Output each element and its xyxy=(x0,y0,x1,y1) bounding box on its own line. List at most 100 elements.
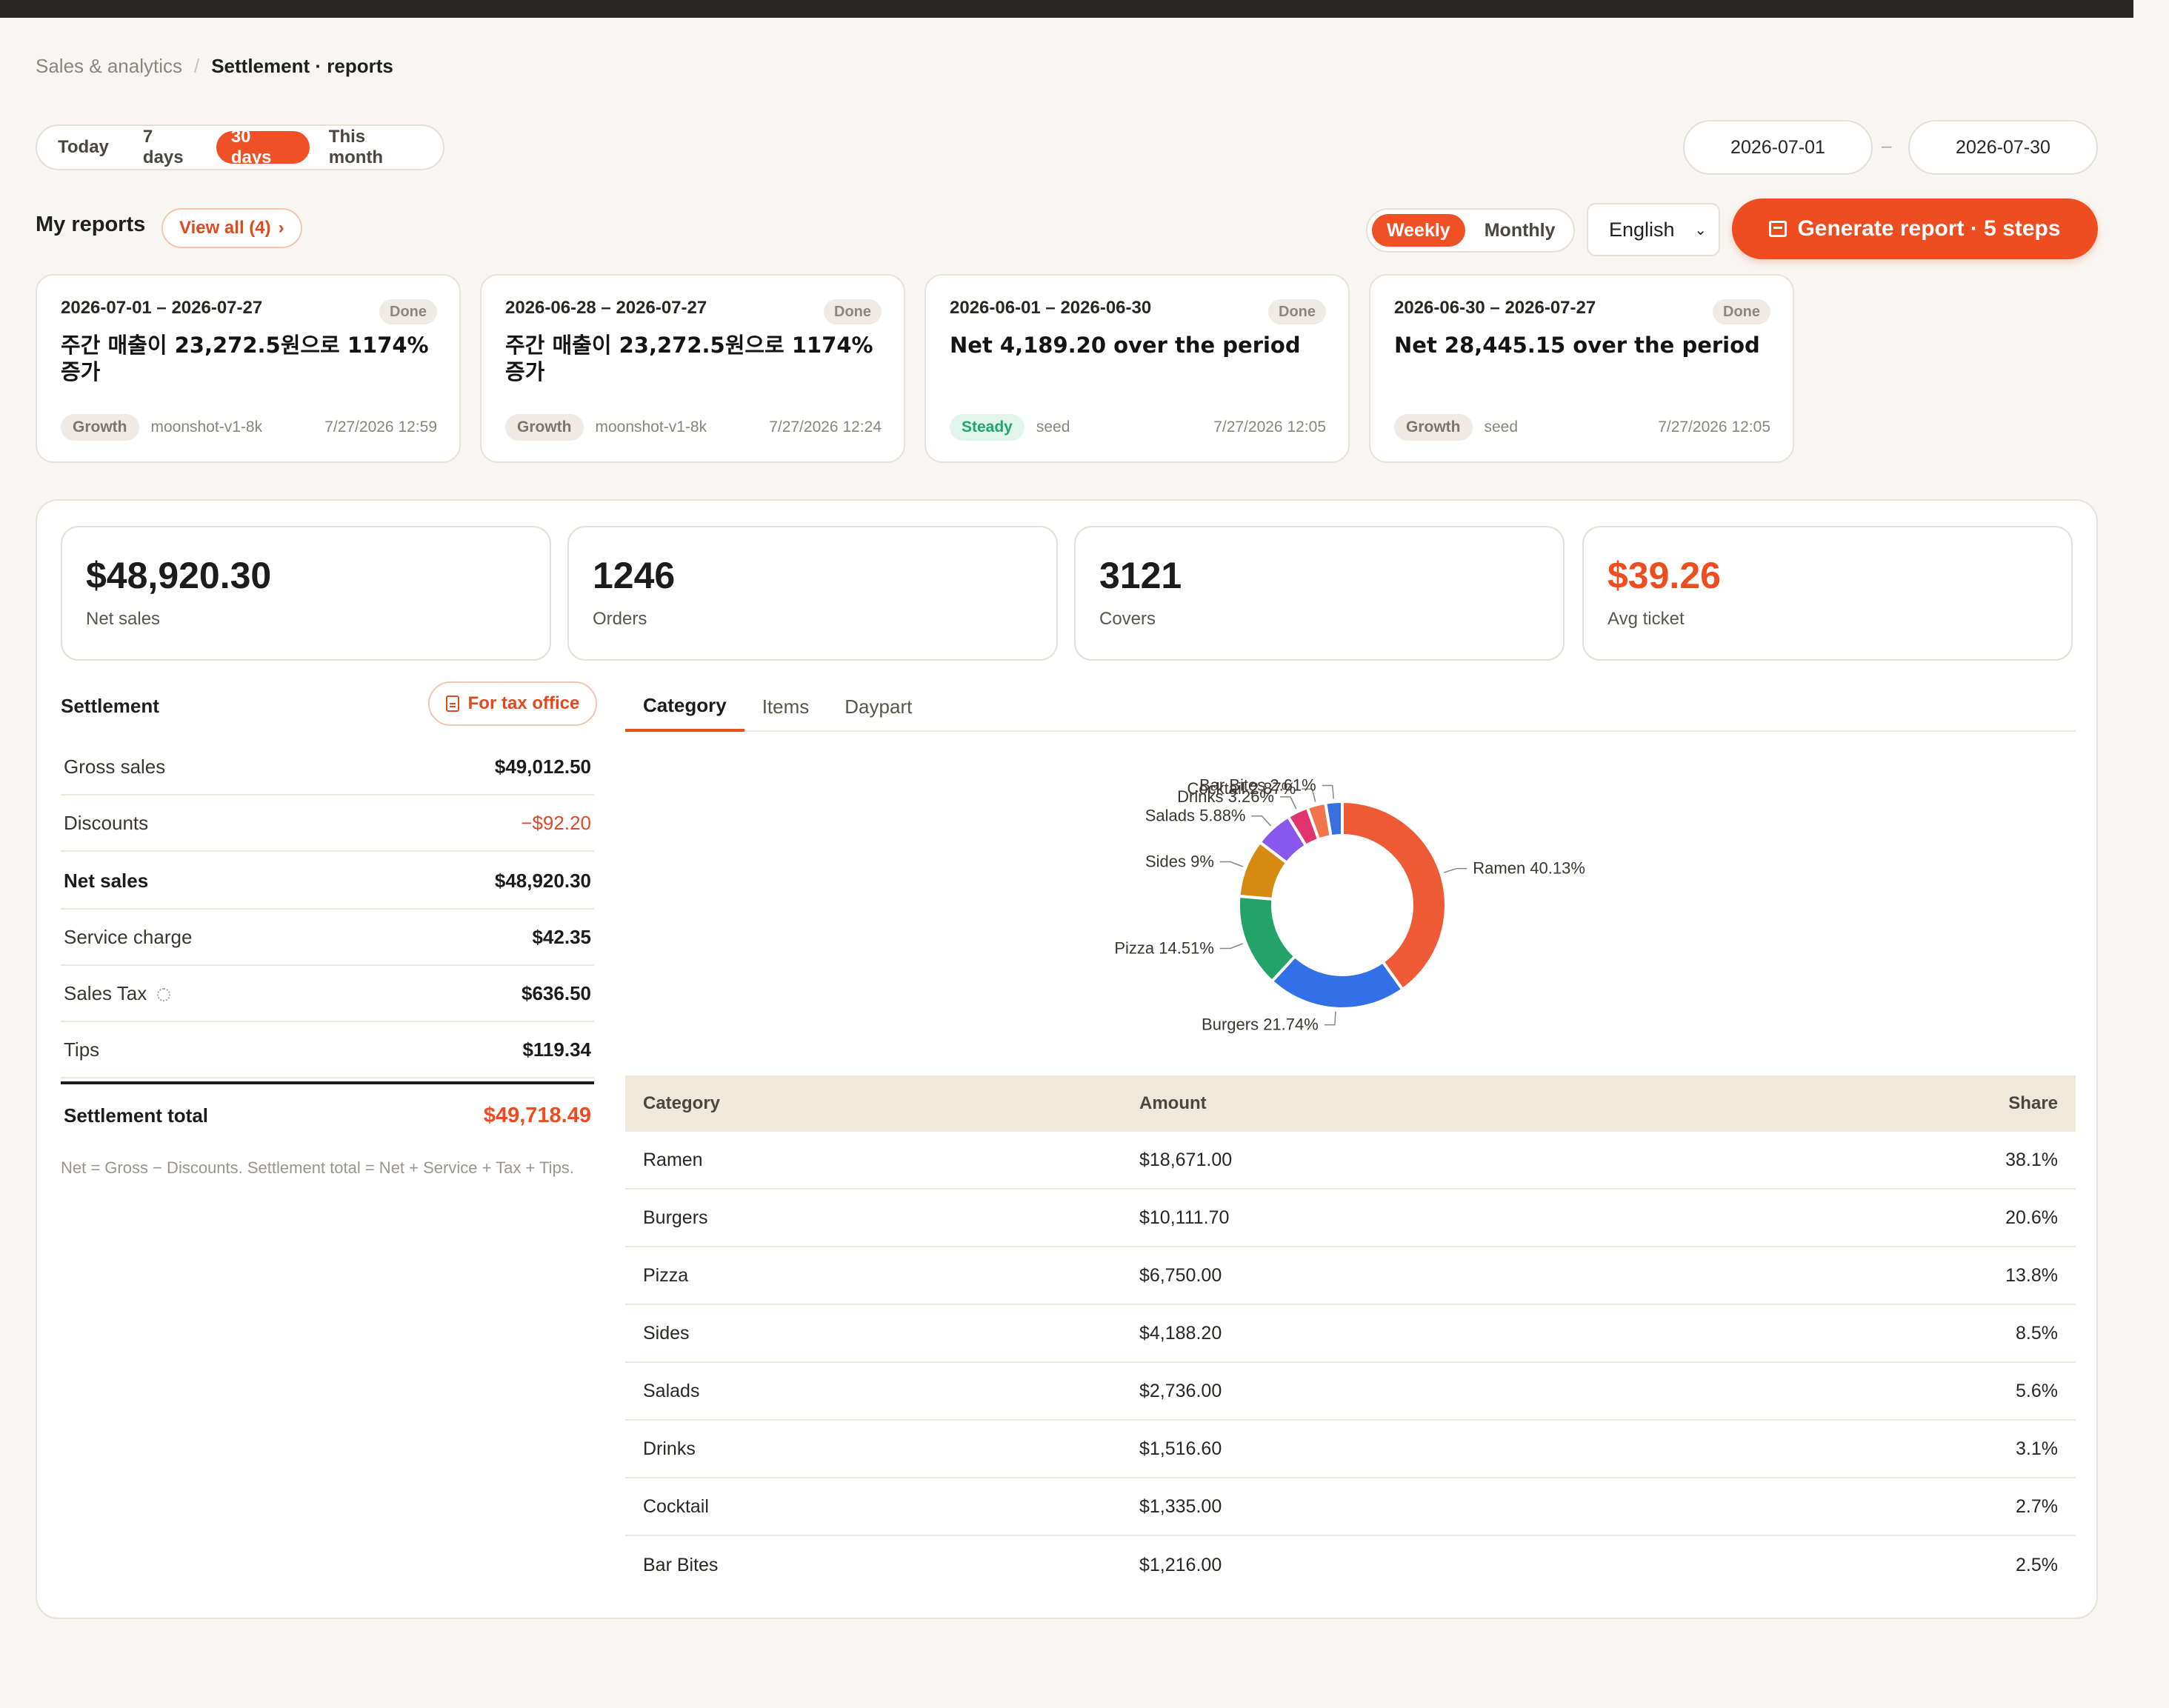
cell-amount: $18,671.00 xyxy=(1139,1149,1233,1170)
report-tag: Steady xyxy=(950,414,1024,441)
settlement-row-discounts: Discounts −$92.20 xyxy=(61,795,594,852)
report-footer: Steady seed 7/27/2026 12:05 xyxy=(950,414,1326,441)
leader-line-cocktail xyxy=(1302,788,1316,802)
report-footer: Growth seed 7/27/2026 12:05 xyxy=(1394,414,1770,441)
table-row: Ramen $18,671.00 38.1% xyxy=(625,1132,2076,1190)
range-30-days[interactable]: 30 days xyxy=(216,127,310,167)
table-row: Bar Bites $1,216.00 2.5% xyxy=(625,1536,2076,1594)
report-tag: Growth xyxy=(61,414,139,441)
kpi-label: Orders xyxy=(593,609,647,629)
kpi-net-sales: $48,920.30 Net sales xyxy=(61,526,551,661)
cell-amount: $10,111.70 xyxy=(1139,1207,1230,1228)
report-card[interactable]: 2026-06-01 – 2026-06-30 Done Net 4,189.2… xyxy=(924,274,1350,463)
slice-label-cocktail: Cocktail 2.87% xyxy=(1187,779,1296,798)
row-value: −$92.20 xyxy=(521,811,591,834)
kpi-value: 3121 xyxy=(1099,555,1182,596)
report-model: seed xyxy=(1036,418,1070,436)
cell-category: Cocktail xyxy=(643,1495,709,1517)
analytics-panel: $48,920.30 Net sales 1246 Orders 3121 Co… xyxy=(36,499,2098,1619)
toggle-weekly[interactable]: Weekly xyxy=(1372,214,1465,247)
kpi-value: $48,920.30 xyxy=(86,555,272,596)
cell-share: 8.5% xyxy=(2016,1322,2058,1344)
donut-slice-ramen[interactable] xyxy=(1341,799,1447,992)
row-label: Discounts xyxy=(64,811,149,834)
report-card[interactable]: 2026-06-30 – 2026-07-27 Done Net 28,445.… xyxy=(1369,274,1794,463)
report-range: 2026-06-28 – 2026-07-27 xyxy=(505,298,707,318)
report-model: seed xyxy=(1484,418,1519,436)
header-amount[interactable]: Amount xyxy=(1139,1093,1207,1113)
cell-share: 38.1% xyxy=(2005,1149,2058,1170)
cell-share: 13.8% xyxy=(2005,1264,2058,1286)
kpi-avg-ticket: $39.26 Avg ticket xyxy=(1582,526,2073,661)
tax-office-button[interactable]: For tax office xyxy=(428,681,597,726)
cell-share: 5.6% xyxy=(2016,1380,2058,1401)
cell-share: 2.7% xyxy=(2016,1495,2058,1517)
language-select[interactable]: English ⌄ xyxy=(1587,203,1720,256)
cell-amount: $1,335.00 xyxy=(1139,1495,1222,1517)
leader-line-drinks xyxy=(1280,796,1297,810)
date-from-input[interactable]: 2026-07-01 xyxy=(1683,120,1873,175)
row-label: Service charge xyxy=(64,925,193,948)
row-value: $636.50 xyxy=(522,981,591,1004)
chevron-right-icon: › xyxy=(278,218,284,238)
tax-office-label: For tax office xyxy=(467,693,580,713)
header-category[interactable]: Category xyxy=(643,1093,721,1113)
row-value: $49,012.50 xyxy=(494,755,591,778)
tab-category[interactable]: Category xyxy=(625,681,744,732)
cell-category: Sides xyxy=(643,1322,690,1344)
status-badge: Done xyxy=(824,299,882,324)
donut-slice-bar-bites[interactable] xyxy=(1323,799,1344,838)
leader-line-sides xyxy=(1219,861,1243,867)
toggle-monthly[interactable]: Monthly xyxy=(1484,219,1556,241)
breakdown-tabs: Category Items Daypart xyxy=(625,681,2076,732)
kpi-covers: 3121 Covers xyxy=(1074,526,1565,661)
cell-share: 20.6% xyxy=(2005,1207,2058,1228)
leader-line-burgers xyxy=(1324,1011,1336,1026)
report-model: moonshot-v1-8k xyxy=(595,418,707,436)
report-card[interactable]: 2026-07-01 – 2026-07-27 Done 주간 매출이 23,2… xyxy=(36,274,461,463)
donut-slice-burgers[interactable] xyxy=(1270,954,1405,1010)
status-badge: Done xyxy=(1713,299,1770,324)
report-range: 2026-06-30 – 2026-07-27 xyxy=(1394,298,1596,318)
table-row: Drinks $1,516.60 3.1% xyxy=(625,1421,2076,1478)
cell-category: Ramen xyxy=(643,1149,703,1170)
leader-line-ramen xyxy=(1443,867,1467,873)
header-share[interactable]: Share xyxy=(2008,1093,2058,1113)
report-card[interactable]: 2026-06-28 – 2026-07-27 Done 주간 매출이 23,2… xyxy=(480,274,905,463)
row-label: Tips xyxy=(64,1038,100,1061)
leader-line-salads xyxy=(1251,815,1272,827)
settlement-row-net: Net sales $48,920.30 xyxy=(61,853,594,910)
category-donut-chart: Ramen 40.13% Burgers 21.74% Pizza 14.51% Si… xyxy=(625,745,2076,1064)
generate-report-label: Generate report · 5 steps xyxy=(1797,216,2061,241)
tab-items[interactable]: Items xyxy=(762,695,810,718)
generate-report-button[interactable]: Generate report · 5 steps xyxy=(1732,199,2098,259)
leader-line-pizza xyxy=(1219,943,1243,950)
range-7-days[interactable]: 7 days xyxy=(142,127,184,167)
cell-amount: $6,750.00 xyxy=(1139,1264,1222,1286)
gear-icon[interactable] xyxy=(157,987,171,1001)
kpi-value: 1246 xyxy=(593,555,676,596)
date-to-input[interactable]: 2026-07-30 xyxy=(1908,120,2098,175)
range-selector: Today 7 days 30 days This month xyxy=(36,124,444,170)
cell-amount: $4,188.20 xyxy=(1139,1322,1222,1344)
row-label: Gross sales xyxy=(64,755,166,778)
breadcrumb-separator: / xyxy=(193,55,200,77)
document-icon xyxy=(445,695,459,712)
breadcrumb-parent[interactable]: Sales & analytics xyxy=(36,55,182,77)
range-today[interactable]: Today xyxy=(58,137,109,157)
row-label: Net sales xyxy=(64,869,149,892)
slice-label-pizza: Pizza 14.51% xyxy=(1114,938,1214,957)
slice-label-salads: Salads 5.88% xyxy=(1145,807,1246,825)
period-toggle: Weekly Monthly xyxy=(1366,208,1575,253)
report-time: 7/27/2026 12:05 xyxy=(1213,418,1326,436)
view-all-reports-button[interactable]: View all (4) › xyxy=(161,208,302,248)
category-table: Category Amount Share Ramen $18,671.00 3… xyxy=(625,1075,2076,1594)
report-title: Net 4,189.20 over the period xyxy=(950,333,1301,358)
tab-daypart[interactable]: Daypart xyxy=(844,695,913,718)
cell-share: 2.5% xyxy=(2016,1554,2058,1575)
report-range: 2026-06-01 – 2026-06-30 xyxy=(950,298,1152,318)
top-bar xyxy=(0,0,2133,18)
kpi-orders: 1246 Orders xyxy=(567,526,1058,661)
range-this-month[interactable]: This month xyxy=(328,127,384,167)
